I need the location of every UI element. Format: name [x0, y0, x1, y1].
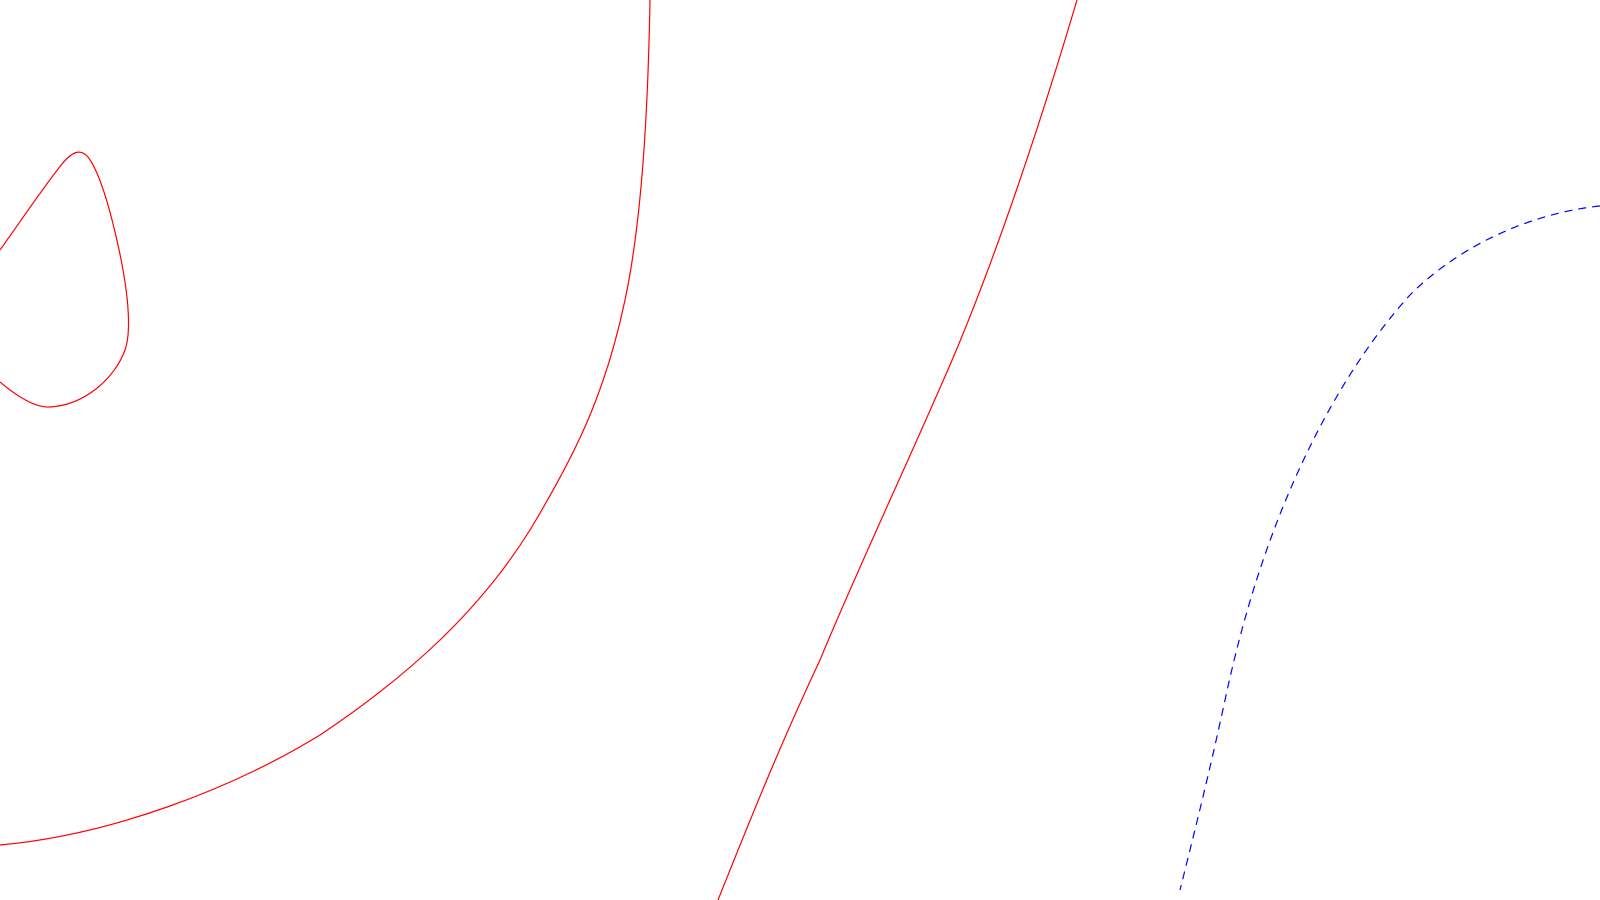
- right-dashed-arc-contour: [1179, 205, 1600, 891]
- middle-line-contour: [717, 0, 1078, 900]
- left-arc-contour: [0, 0, 651, 846]
- closed-loop-contour: [0, 151, 130, 408]
